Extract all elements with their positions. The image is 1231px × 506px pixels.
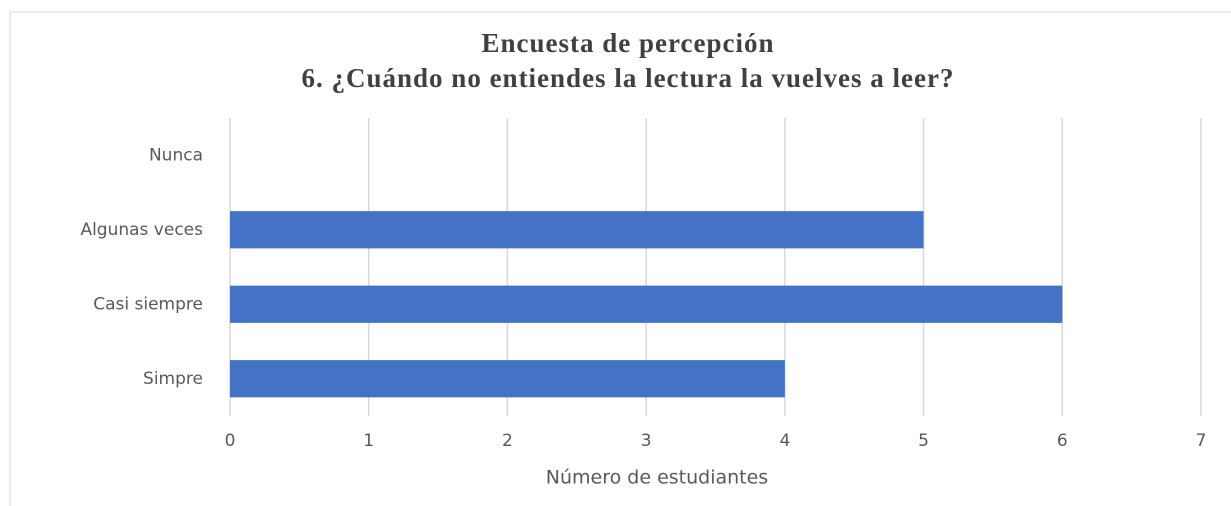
x-tick-label: 4: [779, 431, 790, 451]
x-tick-label: 6: [1057, 431, 1068, 451]
x-axis-label: Número de estudiantes: [546, 467, 768, 489]
y-tick-label: Simpre: [143, 369, 203, 389]
x-tick-label: 5: [918, 431, 929, 451]
chart-subtitle: 6. ¿Cuándo no entiendes la lectura la vu…: [302, 63, 955, 93]
y-tick-label: Casi siempre: [93, 294, 203, 314]
chart-title: Encuesta de percepción: [482, 28, 775, 58]
y-tick-label: Nunca: [149, 145, 203, 165]
x-tick-label: 2: [502, 431, 513, 451]
bar: [230, 285, 1063, 323]
bar: [230, 211, 924, 249]
bar: [230, 360, 785, 398]
x-tick-label: 3: [641, 431, 652, 451]
x-tick-label: 0: [225, 431, 236, 451]
x-tick-label: 1: [363, 431, 374, 451]
chart-frame: [9, 11, 1231, 506]
x-tick-label: 7: [1196, 431, 1207, 451]
y-tick-label: Algunas veces: [80, 220, 203, 240]
